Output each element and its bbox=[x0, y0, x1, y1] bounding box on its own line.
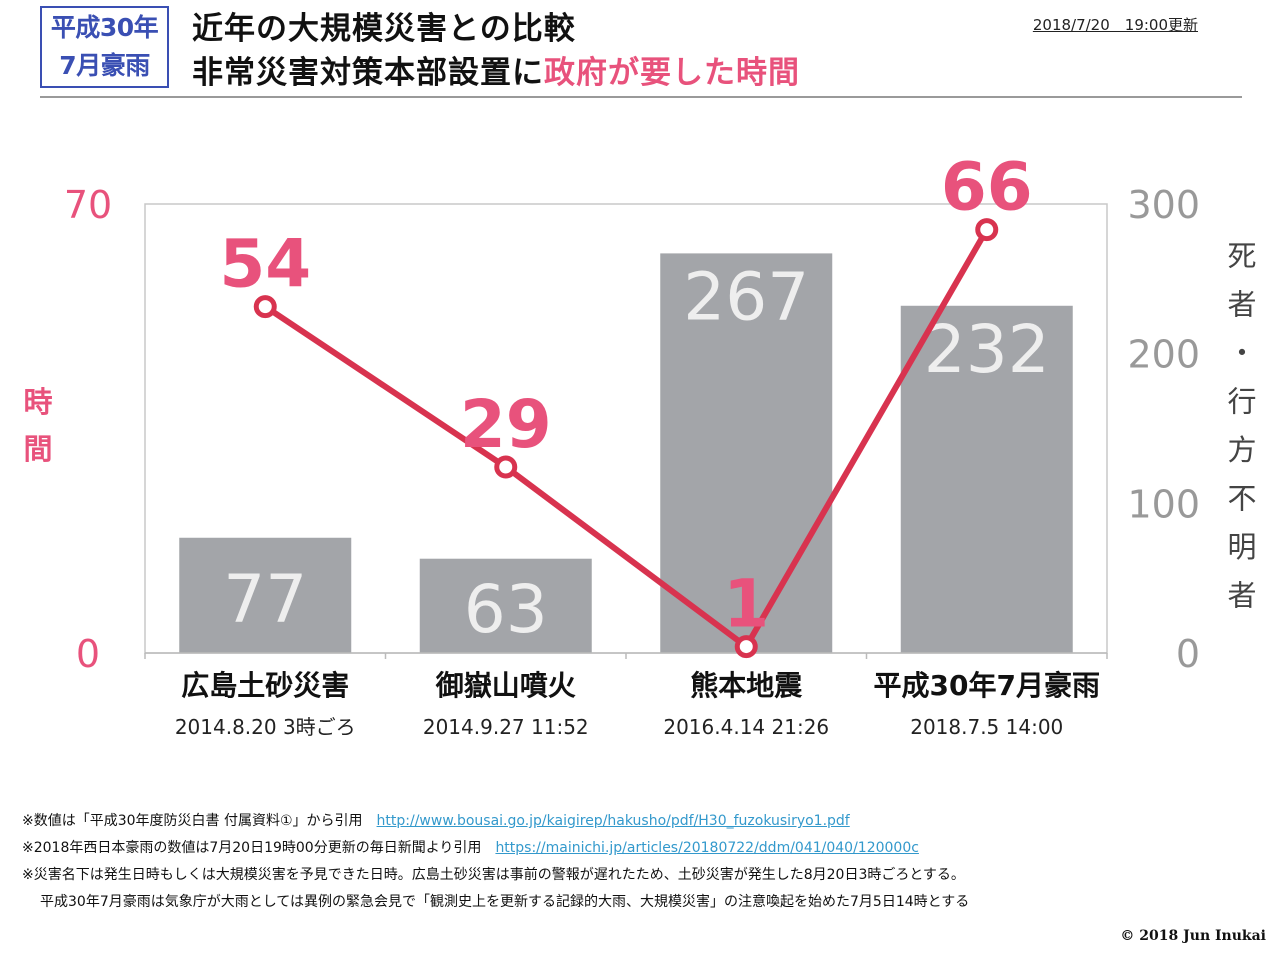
bar-4 bbox=[900, 305, 1073, 653]
time-point-2 bbox=[494, 455, 518, 479]
right-tick-2: 200 bbox=[1127, 333, 1200, 377]
bar-3 bbox=[660, 253, 833, 653]
event-badge: 平成30年 7月豪雨 bbox=[40, 6, 169, 88]
bar-label-4: 232 bbox=[924, 311, 1050, 388]
footnote-4-text: 平成30年7月豪雨は気象庁が大雨としては異例の緊急会見で「観測史上を更新する記録… bbox=[40, 894, 970, 910]
right-axis-label-char-5: 不 bbox=[1227, 482, 1256, 516]
right-tick-1: 100 bbox=[1127, 482, 1200, 526]
header-divider bbox=[40, 96, 1242, 98]
footnote-2: ※2018年西日本豪雨の数値は7月20日19時00分更新の毎日新聞より引用 htt… bbox=[22, 835, 969, 862]
right-axis-label-char-1: 者 bbox=[1227, 288, 1256, 322]
copyright: © 2018 Jun Inukai bbox=[1120, 928, 1266, 944]
left-tick-1: 70 bbox=[64, 183, 112, 227]
bar-label-3: 267 bbox=[683, 258, 809, 335]
time-point-3 bbox=[734, 635, 758, 659]
footnote-1-link[interactable]: http://www.bousai.go.jp/kaigirep/hakusho… bbox=[376, 813, 850, 829]
bar-1 bbox=[179, 537, 352, 653]
badge-line2: 7月豪雨 bbox=[59, 51, 150, 80]
category-label-3: 熊本地震 bbox=[690, 669, 803, 702]
footnote-3-text: ※災害名下は発生日時もしくは大規模災害を予見できた日時。広島土砂災害は事前の警報… bbox=[22, 867, 965, 883]
category-date-1: 2014.8.20 3時ごろ bbox=[175, 715, 356, 739]
right-axis-label-char-2: ・ bbox=[1227, 336, 1256, 370]
subtitle-accent: 政府が要した時間 bbox=[544, 55, 800, 91]
left-axis-label-char-0: 時 bbox=[23, 385, 52, 419]
time-label-1: 54 bbox=[219, 226, 311, 303]
footnote-4: 平成30年7月豪雨は気象庁が大雨としては異例の緊急会見で「観測史上を更新する記録… bbox=[22, 889, 969, 916]
right-tick-3: 300 bbox=[1127, 183, 1200, 227]
page-subtitle: 非常災害対策本部設置に政府が要した時間 bbox=[192, 47, 800, 92]
left-tick-0: 0 bbox=[76, 632, 100, 676]
combo-chart: 77 6326723254291660700100200300時間死者・行方不明者… bbox=[23, 149, 1256, 739]
badge-line1: 平成30年 bbox=[50, 13, 159, 42]
footnote-1: ※数値は「平成30年度防災白書 付属資料①」から引用 http://www.bou… bbox=[22, 808, 969, 835]
footnotes: ※数値は「平成30年度防災白書 付属資料①」から引用 http://www.bou… bbox=[22, 808, 969, 916]
time-point-4 bbox=[975, 218, 999, 242]
category-label-1: 広島土砂災害 bbox=[181, 669, 349, 702]
right-axis-label-char-0: 死 bbox=[1227, 239, 1256, 273]
time-label-4: 66 bbox=[941, 149, 1033, 226]
right-axis-label-char-4: 方 bbox=[1227, 433, 1256, 467]
right-axis-label-char-6: 明 bbox=[1227, 530, 1256, 564]
time-label-3: 1 bbox=[723, 566, 769, 643]
time-label-2: 29 bbox=[460, 386, 552, 463]
subtitle-main: 非常災害対策本部設置に bbox=[192, 55, 544, 91]
time-line bbox=[263, 228, 990, 650]
bar-2 bbox=[419, 558, 592, 653]
right-axis-label-char-7: 者 bbox=[1227, 579, 1256, 613]
time-point-1 bbox=[253, 295, 277, 319]
bar-label-2: 63 bbox=[464, 571, 548, 648]
footnote-2-link[interactable]: https://mainichi.jp/articles/20180722/dd… bbox=[495, 840, 919, 856]
category-date-4: 2018.7.5 14:00 bbox=[910, 715, 1063, 739]
left-axis-label-char-1: 間 bbox=[23, 432, 52, 466]
right-axis-label-char-3: 行 bbox=[1227, 385, 1256, 419]
category-date-2: 2014.9.27 11:52 bbox=[423, 715, 589, 739]
right-tick-0: 0 bbox=[1176, 632, 1200, 676]
category-label-4: 平成30年7月豪雨 bbox=[874, 669, 1100, 702]
footnote-3: ※災害名下は発生日時もしくは大規模災害を予見できた日時。広島土砂災害は事前の警報… bbox=[22, 862, 969, 889]
category-date-3: 2016.4.14 21:26 bbox=[663, 715, 829, 739]
footnote-2-text: ※2018年西日本豪雨の数値は7月20日19時00分更新の毎日新聞より引用 bbox=[22, 840, 482, 856]
page-title: 近年の大規模災害との比較 bbox=[192, 11, 576, 47]
updated-timestamp: 2018/7/20 19:00更新 bbox=[1032, 16, 1198, 34]
category-label-2: 御嶽山噴火 bbox=[435, 669, 576, 702]
bar-label-1: 77 bbox=[223, 560, 307, 637]
footnote-1-text: ※数値は「平成30年度防災白書 付属資料①」から引用 bbox=[22, 813, 363, 829]
